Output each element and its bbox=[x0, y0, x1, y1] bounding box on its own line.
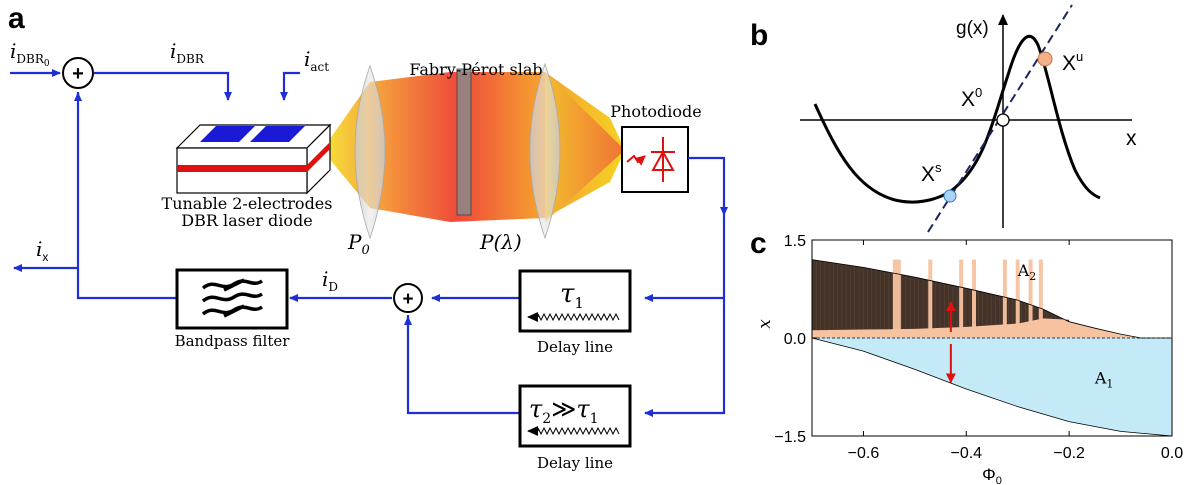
fabry-perot-slab bbox=[456, 68, 472, 216]
y-tick-label: 1.5 bbox=[784, 233, 806, 250]
xs-point bbox=[943, 189, 957, 203]
electrode-active bbox=[250, 126, 305, 142]
lower-boundary bbox=[811, 337, 1173, 437]
x0-label: X0 bbox=[961, 85, 982, 111]
x-tick-label: 0.0 bbox=[1161, 445, 1183, 462]
photodiode-label: Photodiode bbox=[610, 102, 701, 121]
delay-line-2-wave bbox=[527, 426, 620, 436]
panel-label-a: a bbox=[8, 2, 25, 35]
lens-right bbox=[529, 62, 561, 240]
region-a1-label: A1 bbox=[1094, 369, 1114, 391]
periodic-window bbox=[1002, 259, 1007, 332]
delay-line-1-wave bbox=[527, 312, 620, 322]
x-axis-label: Φ0 bbox=[982, 465, 1002, 485]
photodiode-box bbox=[621, 126, 689, 193]
i-dbr0-label: iDBR0 bbox=[10, 39, 50, 69]
p0-label: P0 bbox=[347, 230, 370, 258]
wiring bbox=[10, 69, 728, 417]
periodic-window bbox=[928, 259, 933, 332]
laser-diode bbox=[175, 123, 332, 195]
periodic-window bbox=[959, 259, 964, 332]
bifurcation-chart: A2 A1 −0.6 −0.4 −0.2 0.0 −1.5 0.0 1.5 Φ0 x bbox=[755, 233, 1183, 485]
xu-point bbox=[1037, 51, 1053, 67]
y-tick-label: 0.0 bbox=[784, 331, 806, 348]
summer-top-plus: + bbox=[72, 63, 84, 85]
periodic-window bbox=[892, 259, 901, 332]
panel-label-b: b bbox=[750, 19, 768, 52]
y-tick-label: −1.5 bbox=[774, 429, 806, 446]
delay-line-2-tau: τ2≫τ1 bbox=[529, 395, 599, 427]
periodic-window bbox=[972, 259, 976, 332]
lens-left bbox=[354, 64, 386, 240]
periodic-window bbox=[1038, 259, 1043, 332]
summer-top bbox=[62, 57, 94, 89]
photodiode-symbol bbox=[626, 137, 675, 182]
i-act-label: iact bbox=[304, 47, 329, 74]
region-a1 bbox=[812, 338, 1172, 436]
xs-label: Xs bbox=[921, 160, 942, 186]
g-label: g(x) bbox=[956, 18, 989, 39]
fabry-perot-label: Fabry-Pérot slab bbox=[409, 60, 542, 79]
periodic-window bbox=[1015, 259, 1020, 332]
panel-label-c: c bbox=[750, 227, 767, 260]
laser-label-line1: Tunable 2-electrodes bbox=[162, 194, 333, 213]
delay-line-2-label: Delay line bbox=[537, 454, 613, 472]
b-x-label: x bbox=[1126, 127, 1137, 150]
i-x-label: ix bbox=[36, 237, 48, 264]
xu-label: Xu bbox=[1062, 49, 1083, 75]
summer-bottom bbox=[393, 283, 423, 313]
delay-line-2-box bbox=[518, 384, 632, 448]
bandpass-filter-symbol bbox=[201, 278, 264, 318]
delay-line-1-tau: τ1 bbox=[560, 279, 584, 312]
electrode-dbr bbox=[200, 126, 255, 142]
periodic-window bbox=[1028, 259, 1033, 332]
g-curve bbox=[813, 34, 1101, 204]
delay-line-1-label: Delay line bbox=[537, 338, 613, 356]
x-tick-label: −0.6 bbox=[848, 445, 880, 462]
panel-b-plot: g(x) x X0 Xs Xu bbox=[800, 4, 1137, 233]
region-a2-label: A2 bbox=[1017, 261, 1037, 283]
i-d-label: iD bbox=[322, 267, 338, 294]
upper-boundary bbox=[811, 259, 1172, 339]
p-lambda-label: P(λ) bbox=[479, 230, 522, 254]
x-tick-label: −0.2 bbox=[1053, 445, 1085, 462]
y-axis-label: x bbox=[755, 319, 775, 329]
delay-line-1-box bbox=[518, 269, 632, 333]
x-tick-label: −0.4 bbox=[950, 445, 982, 462]
laser-beam-focus bbox=[545, 72, 625, 222]
i-dbr-label: iDBR bbox=[170, 39, 205, 66]
x0-point bbox=[996, 113, 1010, 127]
bandpass-label: Bandpass filter bbox=[175, 332, 291, 350]
summer-bottom-plus: + bbox=[402, 289, 413, 310]
laser-label-line2: DBR laser diode bbox=[181, 211, 313, 230]
